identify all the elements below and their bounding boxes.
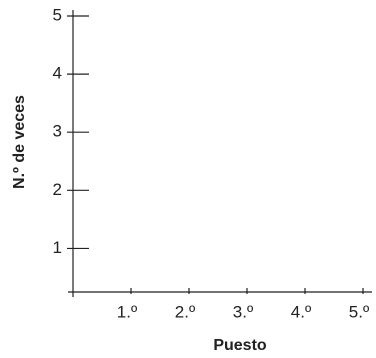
- x-tick-label: 4.º: [291, 302, 311, 321]
- x-tick-label: 3.º: [233, 302, 253, 321]
- y-tick-label: 2: [53, 180, 62, 199]
- x-axis-title: Puesto: [213, 337, 267, 354]
- y-tick-label: 4: [53, 64, 62, 83]
- y-tick-label: 3: [53, 122, 62, 141]
- x-tick-label: 2.º: [175, 302, 195, 321]
- y-axis-title: N.º de veces: [11, 95, 28, 189]
- x-tick-label: 5.º: [349, 302, 369, 321]
- y-tick-label: 5: [53, 5, 62, 24]
- y-tick-label: 1: [53, 238, 62, 257]
- x-tick-label: 1.º: [117, 302, 137, 321]
